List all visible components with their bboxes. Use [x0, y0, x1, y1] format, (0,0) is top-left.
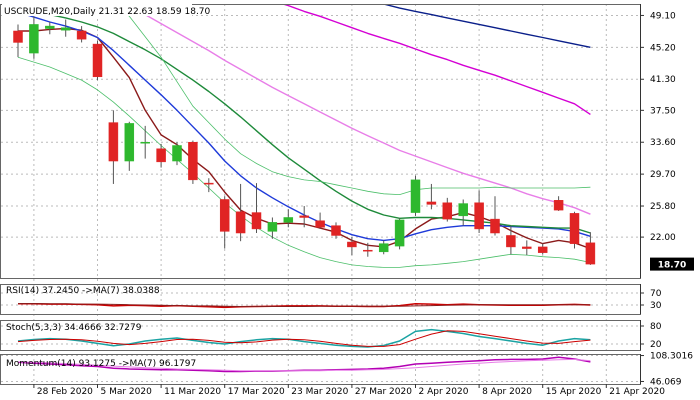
candle-body	[172, 145, 182, 162]
candle-body	[235, 211, 246, 234]
candle-body	[267, 222, 278, 232]
sub-indicator-lines	[17, 303, 591, 373]
main-title-bg	[2, 4, 192, 16]
price-tick-label: 37.50	[650, 106, 676, 116]
price-tick-label: 22.00	[650, 233, 676, 243]
ma-pink-line	[124, 5, 591, 215]
time-tick-label: 17 Mar 2020	[228, 387, 285, 397]
candle-body	[60, 27, 71, 31]
time-tick-label: 28 Feb 2020	[37, 387, 93, 397]
price-tick-label: 45.20	[650, 43, 676, 53]
sub-tick-label: 70	[650, 289, 662, 299]
candle-body	[283, 217, 294, 223]
candle-body	[537, 246, 548, 253]
candle-body	[585, 242, 596, 265]
candle-body	[394, 219, 405, 247]
sub-tick-label: 30	[650, 301, 662, 311]
ma-magenta-line	[283, 5, 591, 115]
candle-body	[474, 202, 484, 230]
ma-navy-line	[384, 5, 591, 48]
time-tick-label: 11 Mar 2020	[164, 387, 221, 397]
candle-body	[553, 200, 564, 211]
last-price-marker	[650, 257, 694, 271]
sub-tick-label: 108.3016	[650, 352, 693, 362]
candle-body	[569, 213, 580, 244]
candle-body	[363, 249, 373, 252]
momentum-title: Momentum(14) 93.1275 ->MA(7) 96.1797	[6, 359, 196, 369]
candle-body	[426, 201, 437, 205]
candle-body	[378, 243, 389, 253]
candle-body	[188, 141, 198, 181]
candle-body	[347, 241, 357, 248]
candle-body	[13, 30, 23, 43]
price-tick-label: 49.10	[650, 11, 676, 21]
time-tick-label: 2 Apr 2020	[419, 387, 469, 397]
candle-body	[315, 220, 325, 228]
time-tick-label: 23 Mar 2020	[291, 387, 348, 397]
candle-body	[490, 218, 500, 234]
sub-tick-label: 80	[650, 322, 662, 332]
time-axis: 28 Feb 2020 5 Mar 2020 11 Mar 2020 17 Mar 2…	[33, 384, 665, 397]
candles	[13, 16, 596, 265]
price-tick-label: 25.80	[650, 202, 676, 212]
candle-body	[76, 30, 87, 40]
candle-body	[506, 235, 516, 248]
candle-body	[251, 212, 262, 230]
candle-body	[299, 215, 309, 218]
main-chart-title: USCRUDE,M20,Daily 21.31 22.63 18.59 18.7…	[4, 7, 211, 17]
candle-body	[219, 199, 230, 232]
indicator-line-2-0	[17, 328, 591, 348]
candle-body	[458, 203, 468, 217]
time-tick-label: 21 Apr 2020	[609, 387, 665, 397]
price-axis: 49.10 45.20 41.30 37.50 33.60 29.70 25.80 22.00…	[640, 11, 693, 387]
sub-tick-label: 20	[650, 340, 662, 350]
indicator-line-3-1	[17, 358, 591, 372]
price-tick-label: 33.60	[650, 138, 676, 148]
candle-body	[204, 182, 214, 185]
candle-body	[522, 246, 532, 249]
stoch-title: Stoch(5,3,3) 34.4666 32.7279	[6, 323, 142, 333]
band-lower-line	[17, 56, 591, 268]
price-tick-label: 29.70	[650, 170, 676, 180]
time-tick-label: 27 Mar 2020	[355, 387, 412, 397]
candle-body	[29, 24, 39, 54]
candle-body	[108, 122, 119, 162]
last-price-label: 18.70	[658, 261, 686, 271]
time-tick-label: 8 Apr 2020	[482, 387, 532, 397]
rsi-title: RSI(14) 37.2450 ->MA(7) 38.0388	[6, 286, 160, 296]
panel-frames	[0, 4, 641, 385]
candle-body	[156, 148, 166, 163]
time-tick-label: 15 Apr 2020	[546, 387, 602, 397]
candle-body	[331, 225, 341, 236]
indicator-line-2-1	[17, 330, 591, 347]
candle-body	[442, 202, 453, 220]
sub-tick-label: 46.069	[650, 377, 682, 387]
candle-body	[45, 25, 55, 29]
candle-body	[124, 123, 135, 162]
indicator-line-1-1	[18, 303, 591, 307]
candle-body	[410, 179, 421, 213]
price-tick-label: 41.30	[650, 75, 676, 85]
candle-body	[92, 43, 103, 78]
time-tick-label: 5 Mar 2020	[101, 387, 153, 397]
candle-body	[140, 141, 150, 144]
band-upper-line	[117, 5, 591, 196]
